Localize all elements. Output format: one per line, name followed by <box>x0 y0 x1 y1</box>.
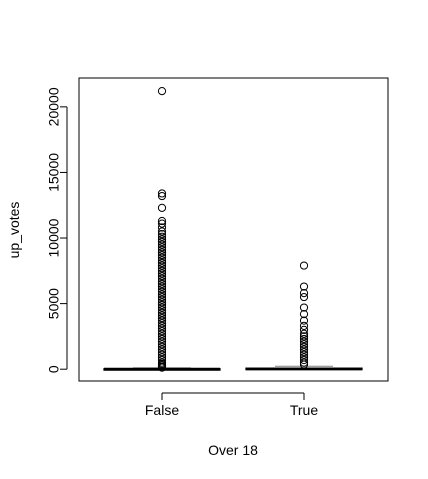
outlier-point <box>157 243 167 252</box>
outlier-point <box>299 303 309 312</box>
outlier-point <box>299 355 309 365</box>
outlier-point <box>157 274 167 283</box>
outlier-point <box>299 353 309 362</box>
outlier-point <box>299 292 309 302</box>
y-tick-label: 5000 <box>46 288 62 319</box>
tick-labels-layer: False True <box>145 402 318 418</box>
outlier-point <box>299 325 309 334</box>
outlier-point <box>157 277 167 286</box>
outlier-point <box>299 329 309 338</box>
outlier-point <box>157 337 167 346</box>
outlier-point <box>157 285 167 294</box>
x-tick-label: False <box>145 402 179 418</box>
outlier-point <box>157 308 167 317</box>
outlier-point <box>299 340 309 349</box>
outlier-point <box>157 316 167 325</box>
outlier-point <box>157 240 167 249</box>
x-axis-title: Over 18 <box>208 442 258 458</box>
outlier-point <box>157 353 167 362</box>
outlier-point <box>157 279 167 289</box>
y-tick-label: 0 <box>46 365 62 373</box>
outlier-point <box>299 282 309 291</box>
x-tick-label: True <box>290 402 318 418</box>
outlier-point <box>299 321 309 331</box>
outlier-point <box>157 324 167 333</box>
outlier-point <box>157 87 167 96</box>
outlier-point <box>157 264 167 273</box>
outlier-point <box>157 219 167 228</box>
outlier-point <box>157 229 167 239</box>
outlier-point <box>299 348 309 357</box>
outlier-point <box>157 292 167 302</box>
outlier-point <box>157 334 167 344</box>
outlier-point <box>299 337 309 346</box>
outlier-point <box>299 350 309 359</box>
outlier-point <box>157 253 167 262</box>
outlier-point <box>157 269 167 278</box>
y-tick-label: 15000 <box>46 153 62 192</box>
y-axis-title: up_votes <box>6 202 22 259</box>
outlier-point <box>157 232 167 241</box>
outlier-point <box>157 332 167 341</box>
outlier-point <box>157 189 167 198</box>
outlier-point <box>157 327 167 336</box>
outlier-point <box>157 329 167 338</box>
outlier-point <box>157 342 167 351</box>
outlier-point <box>299 345 309 354</box>
outlier-point <box>299 261 309 270</box>
outlier-point <box>157 350 167 359</box>
outlier-point <box>157 298 167 307</box>
outlier-point <box>299 342 309 351</box>
outlier-point <box>157 248 167 257</box>
y-axis: 0 5000 10000 15000 20000 <box>46 87 68 373</box>
outlier-point <box>299 310 309 319</box>
outlier-point <box>157 261 167 270</box>
outlier-point <box>299 289 309 298</box>
outlier-point <box>157 245 167 254</box>
outlier-point <box>157 266 167 275</box>
outlier-point <box>157 203 167 212</box>
boxes-layer <box>103 87 363 372</box>
plot-frame <box>78 77 389 382</box>
outlier-point <box>157 271 167 281</box>
outlier-point <box>157 256 167 265</box>
outlier-point <box>299 358 309 367</box>
outlier-point <box>299 316 309 325</box>
outlier-point <box>157 355 167 365</box>
outlier-point <box>157 313 167 323</box>
outlier-point <box>157 250 167 260</box>
outlier-point <box>157 282 167 291</box>
outlier-point <box>299 334 309 344</box>
outlier-point <box>157 227 167 236</box>
outlier-point <box>157 191 167 201</box>
outlier-point <box>157 235 167 244</box>
x-axis <box>161 392 305 400</box>
outlier-point <box>157 300 167 310</box>
outlier-point <box>157 345 167 354</box>
outlier-point <box>157 321 167 331</box>
outlier-point <box>157 216 167 226</box>
y-tick-label: 20000 <box>46 87 62 126</box>
y-tick-label: 10000 <box>46 218 62 257</box>
outlier-point <box>157 319 167 328</box>
outlier-point <box>157 223 167 232</box>
outlier-point <box>157 306 167 315</box>
outlier-point <box>157 303 167 312</box>
outlier-point <box>157 311 167 320</box>
outlier-point <box>157 287 167 296</box>
outlier-point <box>157 258 167 268</box>
outlier-point <box>157 290 167 299</box>
outlier-point <box>299 332 309 341</box>
outlier-point <box>157 340 167 349</box>
outlier-point <box>157 295 167 304</box>
outlier-point <box>157 348 167 357</box>
outlier-point <box>157 237 167 247</box>
outlier-point <box>157 358 167 367</box>
